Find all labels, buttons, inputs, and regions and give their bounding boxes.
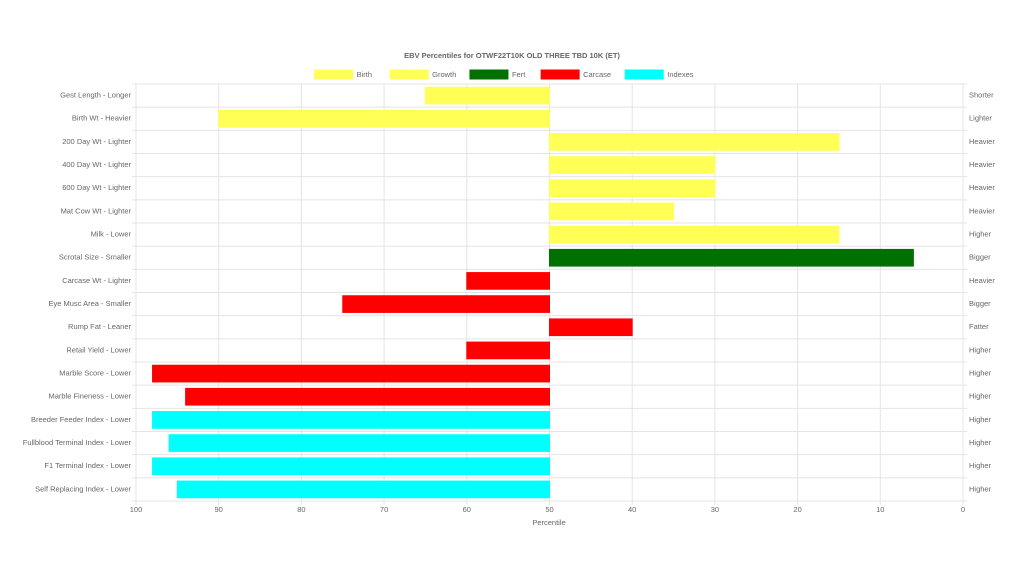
right-tick-label: Higher <box>969 461 992 470</box>
y-tick-label: F1 Terminal Index - Lower <box>44 461 131 470</box>
legend-label: Fert <box>512 70 526 79</box>
right-tick-label: Lighter <box>969 114 992 123</box>
y-tick-label: 200 Day Wt - Lighter <box>62 137 131 146</box>
bar <box>152 457 550 476</box>
y-tick-label: Self Replacing Index - Lower <box>35 484 131 493</box>
legend-label: Growth <box>432 70 456 79</box>
legend-swatch <box>540 69 580 80</box>
y-tick-label: Fullblood Terminal Index - Lower <box>23 438 132 447</box>
x-tick-label: 100 <box>130 505 143 514</box>
bar <box>152 411 550 429</box>
right-tick-label: Bigger <box>969 299 991 308</box>
bar <box>549 133 840 151</box>
right-tick-label: Fatter <box>969 322 989 331</box>
legend-swatch <box>389 69 429 80</box>
x-tick-label: 80 <box>297 505 305 514</box>
x-tick-label: 30 <box>711 505 719 514</box>
y-tick-label: Birth Wt - Heavier <box>72 114 132 123</box>
y-tick-label: Rump Fat - Leaner <box>68 322 131 331</box>
right-tick-label: Higher <box>969 438 992 447</box>
y-tick-label: Scrotal Size - Smaller <box>59 253 132 262</box>
right-tick-label: Heavier <box>969 183 995 192</box>
bar <box>466 341 550 360</box>
x-tick-label: 60 <box>463 505 471 514</box>
bar <box>466 272 550 290</box>
y-tick-label: Retail Yield - Lower <box>66 345 131 354</box>
y-tick-label: 600 Day Wt - Lighter <box>62 183 131 192</box>
y-tick-label: Mat Cow Wt - Lighter <box>61 206 132 215</box>
legend-label: Carcase <box>583 70 611 79</box>
x-tick-label: 70 <box>380 505 388 514</box>
right-tick-label: Higher <box>969 230 992 239</box>
right-tick-label: Higher <box>969 345 992 354</box>
right-tick-label: Higher <box>969 484 992 493</box>
right-tick-label: Heavier <box>969 206 995 215</box>
right-tick-label: Bigger <box>969 253 991 262</box>
right-tick-label: Shorter <box>969 91 994 100</box>
y-tick-label: Milk - Lower <box>91 230 132 239</box>
right-tick-label: Heavier <box>969 276 995 285</box>
bar <box>342 295 550 313</box>
x-tick-label: 0 <box>961 505 965 514</box>
bar <box>549 156 716 174</box>
legend-swatch <box>624 69 664 80</box>
legend-swatch <box>314 69 354 80</box>
x-tick-label: 40 <box>628 505 636 514</box>
x-tick-label: 50 <box>545 505 553 514</box>
bar <box>185 387 550 406</box>
bar <box>549 318 633 337</box>
bar <box>218 109 550 128</box>
y-tick-label: Marble Score - Lower <box>59 369 131 378</box>
legend-label: Indexes <box>667 70 694 79</box>
bar <box>168 434 551 452</box>
bar <box>549 225 840 244</box>
x-tick-label: 90 <box>215 505 223 514</box>
bar <box>424 86 551 105</box>
legend-label: Birth <box>357 70 372 79</box>
bar <box>549 248 914 267</box>
right-tick-label: Higher <box>969 415 992 424</box>
chart-title: EBV Percentiles for OTWF22T10K OLD THREE… <box>404 51 620 60</box>
y-tick-label: Breeder Feeder Index - Lower <box>31 415 132 424</box>
bar <box>152 364 550 383</box>
right-tick-label: Heavier <box>969 160 995 169</box>
right-tick-label: Higher <box>969 392 992 401</box>
y-tick-label: Carcase Wt - Lighter <box>62 276 131 285</box>
y-tick-label: Marble Fineness - Lower <box>48 392 131 401</box>
bar <box>549 179 716 198</box>
right-tick-label: Higher <box>969 369 992 378</box>
y-tick-label: Gest Length - Longer <box>60 91 131 100</box>
y-tick-label: 400 Day Wt - Lighter <box>62 160 131 169</box>
bar <box>549 202 675 221</box>
bar <box>176 480 550 499</box>
x-tick-label: 20 <box>793 505 801 514</box>
x-axis-label: Percentile <box>532 518 565 527</box>
right-tick-label: Heavier <box>969 137 995 146</box>
x-tick-label: 10 <box>876 505 884 514</box>
y-tick-label: Eye Musc Area - Smaller <box>48 299 131 308</box>
legend-swatch <box>469 69 509 80</box>
